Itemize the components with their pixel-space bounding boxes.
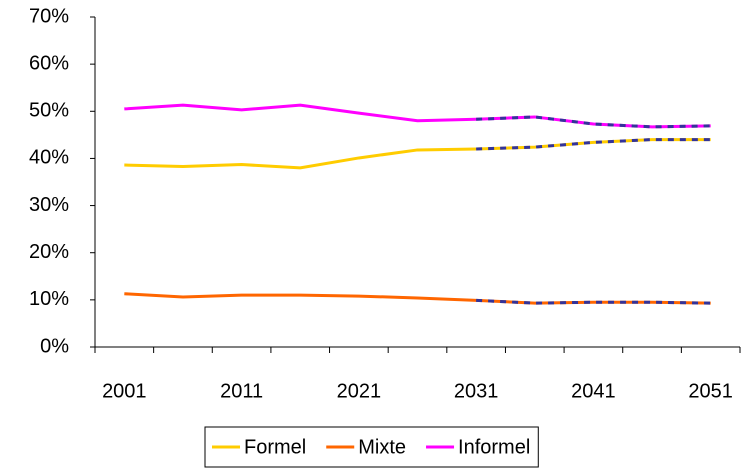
x-tick-label: 2041: [571, 380, 616, 402]
x-tick-label: 2021: [337, 380, 382, 402]
line: [124, 138, 711, 170]
y-tick-label: 70%: [29, 5, 69, 27]
legend-label: Informel: [458, 436, 530, 458]
y-tick-label: 60%: [29, 52, 69, 74]
projection-dash: [476, 298, 711, 305]
x-tick-label: 2001: [102, 380, 147, 402]
legend-label: Formel: [244, 436, 306, 458]
y-tick-label: 50%: [29, 100, 69, 122]
legend-box: [204, 426, 539, 468]
y-tick-label: 10%: [29, 288, 69, 310]
x-tick-label: 2031: [454, 380, 499, 402]
projection-dash: [476, 115, 711, 129]
x-tick-label: 2051: [688, 380, 733, 402]
y-tick-label: 20%: [29, 241, 69, 263]
line: [124, 103, 711, 129]
y-tick-label: 40%: [29, 147, 69, 169]
x-tick-label: 2011: [220, 380, 263, 402]
projection-dash: [476, 138, 711, 151]
y-tick-label: 0%: [40, 335, 69, 357]
y-tick-label: 30%: [29, 194, 69, 216]
legend-label: Mixte: [358, 436, 406, 458]
